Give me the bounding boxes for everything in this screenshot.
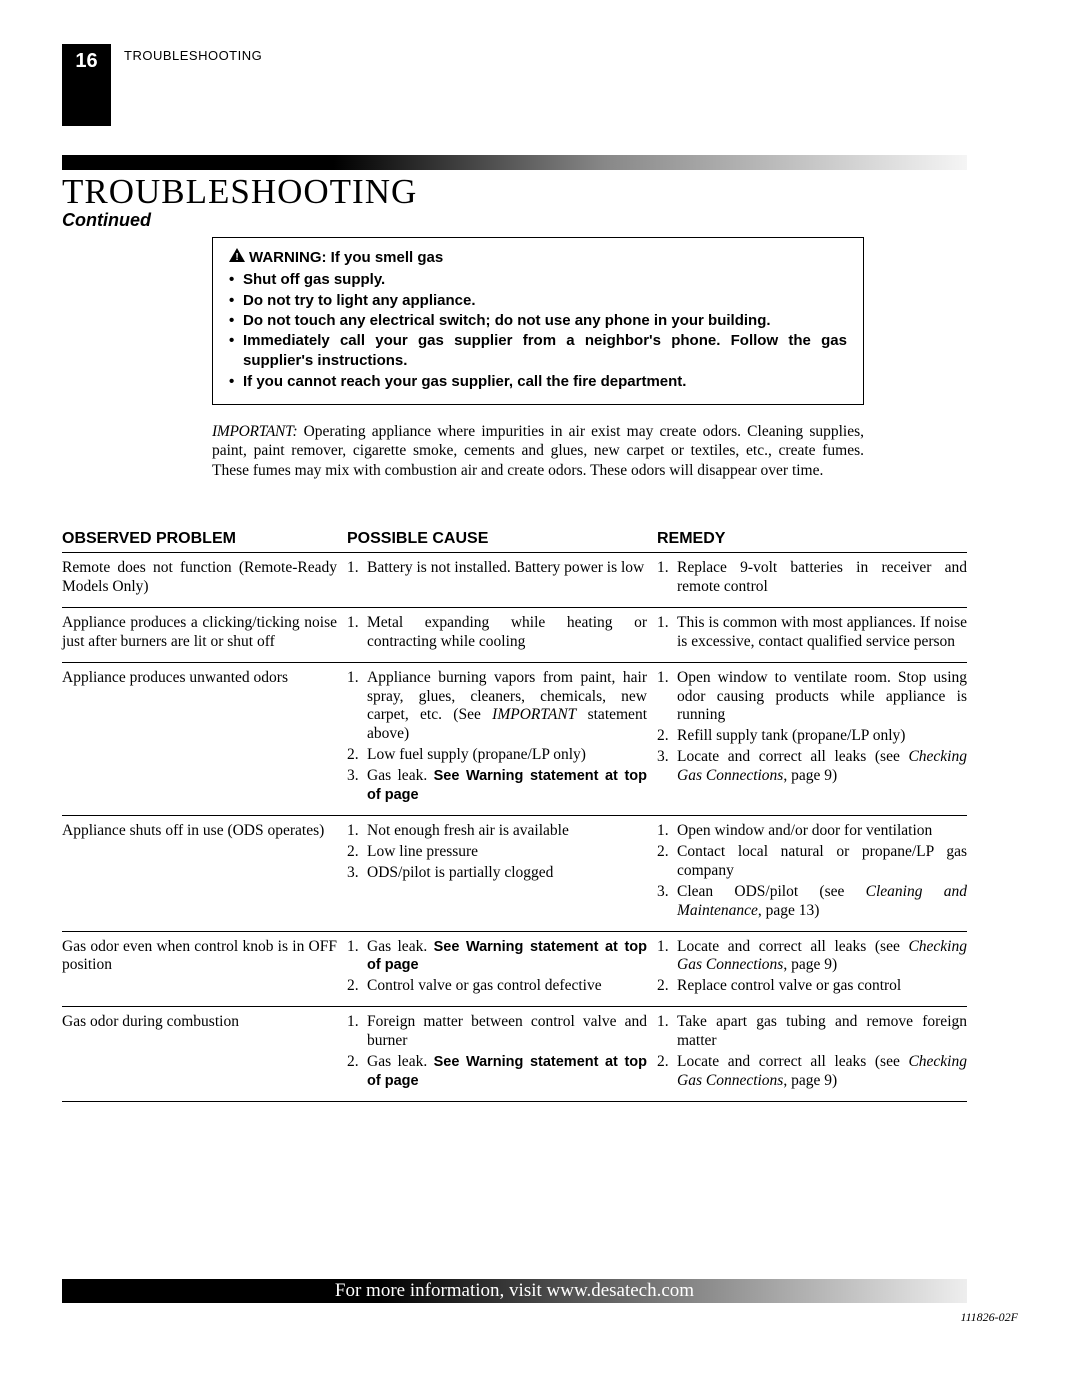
remedy-item: Contact local natural or propane/LP gas … [657, 843, 967, 881]
cause-cell: Metal expanding while heating or contrac… [347, 614, 657, 654]
warning-bullet: Do not try to light any appliance. [229, 291, 847, 311]
cause-item: ODS/pilot is partially clogged [347, 864, 647, 883]
problem-cell: Gas odor even when control knob is in OF… [62, 938, 347, 999]
cause-cell: Foreign matter between control valve and… [347, 1013, 657, 1093]
remedy-item: Locate and correct all leaks (see Checki… [657, 1053, 967, 1091]
problem-cell: Appliance produces a clicking/ticking no… [62, 614, 347, 654]
page-subtitle: Continued [62, 210, 151, 231]
warning-bullet: Shut off gas supply. [229, 270, 847, 290]
page-number-badge: 16 [62, 44, 111, 126]
remedy-cell: Locate and correct all leaks (see Checki… [657, 938, 967, 999]
table-row: Appliance produces unwanted odorsApplian… [62, 663, 967, 816]
warning-bullet: Do not touch any electrical switch; do n… [229, 311, 847, 331]
remedy-cell: Take apart gas tubing and remove foreign… [657, 1013, 967, 1093]
warning-triangle-icon: ! [229, 248, 245, 262]
important-lead: IMPORTANT: [212, 423, 297, 440]
table-row: Remote does not function (Remote-Ready M… [62, 553, 967, 608]
cause-cell: Not enough fresh air is available Low lin… [347, 822, 657, 923]
remedy-item: This is common with most appliances. If … [657, 614, 967, 652]
column-header-cause: POSSIBLE CAUSE [347, 530, 657, 548]
warning-bullet-list: Shut off gas supply. Do not try to light… [229, 270, 847, 392]
warning-heading: WARNING: If you smell gas [249, 248, 443, 268]
svg-text:!: ! [235, 252, 238, 262]
running-head: TROUBLESHOOTING [124, 48, 262, 63]
cause-item: Battery is not installed. Battery power … [347, 559, 647, 578]
important-note: IMPORTANT: Operating appliance where imp… [212, 422, 864, 480]
problem-cell: Appliance shuts off in use (ODS operates… [62, 822, 347, 923]
cause-item: Foreign matter between control valve and… [347, 1013, 647, 1051]
remedy-cell: Open window and/or door for ventilation C… [657, 822, 967, 923]
header-gradient-bar [62, 155, 967, 170]
problem-cell: Remote does not function (Remote-Ready M… [62, 559, 347, 599]
cause-cell: Appliance burning vapors from paint, hai… [347, 669, 657, 807]
cause-item: Gas leak. See Warning statement at top o… [347, 767, 647, 805]
footer-bar: For more information, visit www.desatech… [62, 1279, 967, 1303]
cause-item: Control valve or gas control defective [347, 977, 647, 996]
cause-item: Gas leak. See Warning statement at top o… [347, 1053, 647, 1091]
page-title: TROUBLESHOOTING [62, 172, 417, 212]
cause-item: Low fuel supply (propane/LP only) [347, 746, 647, 765]
table-row: Gas odor even when control knob is in OF… [62, 932, 967, 1008]
table-header-row: OBSERVED PROBLEM POSSIBLE CAUSE REMEDY [62, 530, 967, 553]
remedy-item: Open window and/or door for ventilation [657, 822, 967, 841]
problem-cell: Gas odor during combustion [62, 1013, 347, 1093]
remedy-item: Replace control valve or gas control [657, 977, 967, 996]
document-id: 111826-02F [960, 1310, 1018, 1325]
cause-item: Appliance burning vapors from paint, hai… [347, 669, 647, 745]
remedy-cell: This is common with most appliances. If … [657, 614, 967, 654]
remedy-item: Locate and correct all leaks (see Checki… [657, 938, 967, 976]
remedy-cell: Replace 9-volt batteries in receiver and… [657, 559, 967, 599]
cause-item: Metal expanding while heating or contrac… [347, 614, 647, 652]
table-row: Appliance produces a clicking/ticking no… [62, 608, 967, 663]
warning-bullet: Immediately call your gas supplier from … [229, 331, 847, 372]
remedy-item: Take apart gas tubing and remove foreign… [657, 1013, 967, 1051]
cause-cell: Battery is not installed. Battery power … [347, 559, 657, 599]
remedy-cell: Open window to ventilate room. Stop usin… [657, 669, 967, 807]
table-row: Appliance shuts off in use (ODS operates… [62, 816, 967, 932]
important-body: Operating appliance where impurities in … [212, 423, 864, 479]
remedy-item: Replace 9-volt batteries in receiver and… [657, 559, 967, 597]
cause-item: Low line pressure [347, 843, 647, 862]
remedy-item: Locate and correct all leaks (see Checki… [657, 748, 967, 786]
problem-cell: Appliance produces unwanted odors [62, 669, 347, 807]
cause-item: Not enough fresh air is available [347, 822, 647, 841]
cause-cell: Gas leak. See Warning statement at top o… [347, 938, 657, 999]
cause-item: Gas leak. See Warning statement at top o… [347, 938, 647, 976]
remedy-item: Open window to ventilate room. Stop usin… [657, 669, 967, 726]
warning-box: ! WARNING: If you smell gas Shut off gas… [212, 237, 864, 405]
warning-bullet: If you cannot reach your gas supplier, c… [229, 372, 847, 392]
troubleshooting-table: OBSERVED PROBLEM POSSIBLE CAUSE REMEDY R… [62, 530, 967, 1102]
column-header-remedy: REMEDY [657, 530, 967, 548]
remedy-item: Refill supply tank (propane/LP only) [657, 727, 967, 746]
column-header-problem: OBSERVED PROBLEM [62, 530, 347, 548]
table-row: Gas odor during combustionForeign matter… [62, 1007, 967, 1102]
remedy-item: Clean ODS/pilot (see Cleaning and Mainte… [657, 883, 967, 921]
